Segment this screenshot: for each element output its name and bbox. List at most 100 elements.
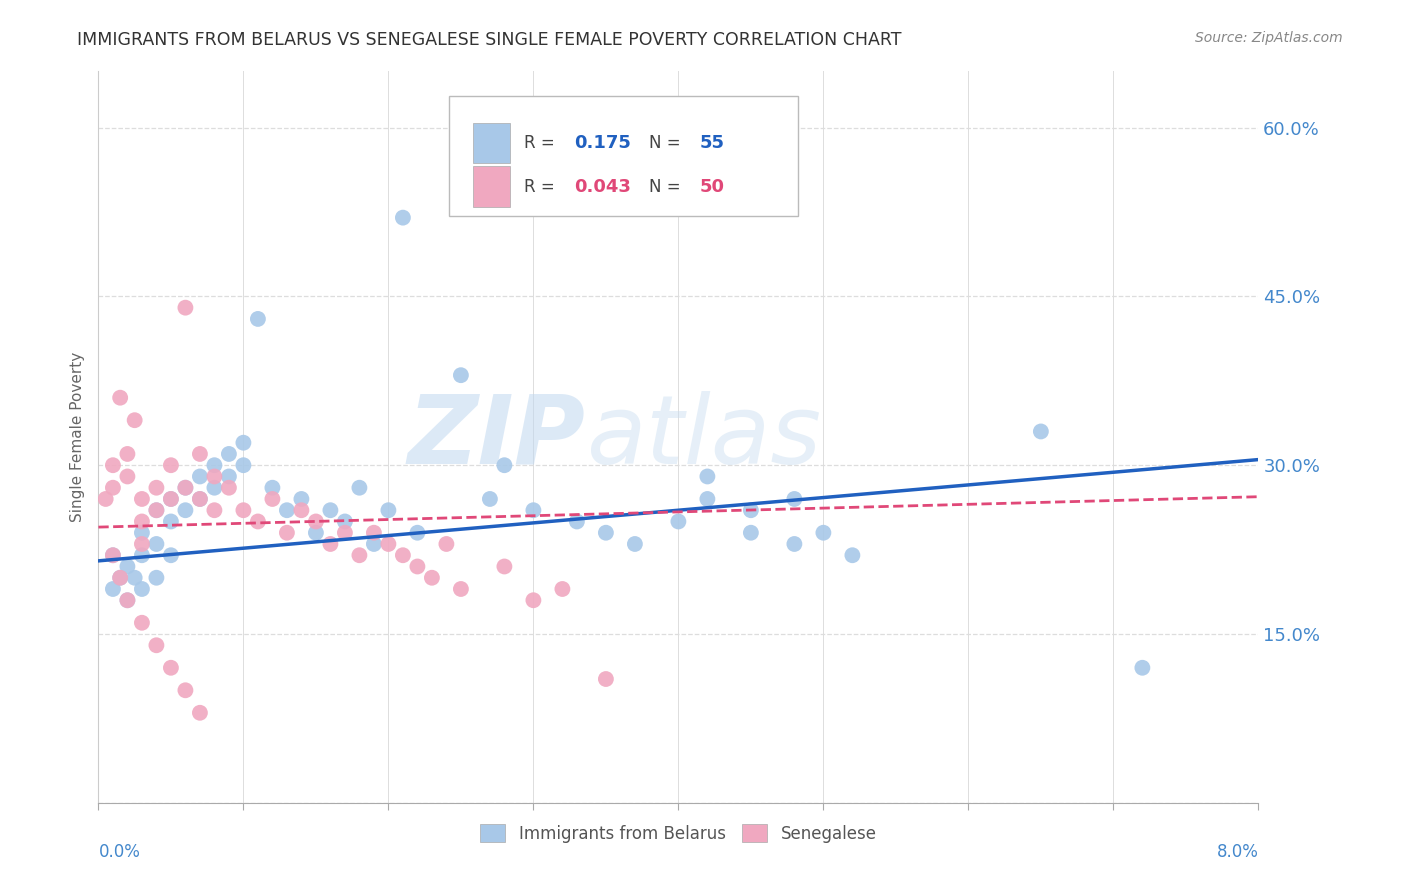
Point	[276, 503, 298, 517]
Point	[145, 571, 167, 585]
Point	[117, 593, 139, 607]
Point	[363, 537, 385, 551]
Point	[740, 503, 762, 517]
Point	[246, 312, 269, 326]
Point	[333, 525, 356, 540]
Text: Source: ZipAtlas.com: Source: ZipAtlas.com	[1195, 31, 1343, 45]
Point	[145, 503, 167, 517]
Point	[319, 537, 342, 551]
Point	[117, 559, 139, 574]
Point	[232, 503, 254, 517]
Point	[117, 447, 139, 461]
Point	[377, 503, 399, 517]
FancyBboxPatch shape	[472, 122, 510, 163]
Point	[174, 481, 197, 495]
Point	[188, 447, 211, 461]
Point	[232, 435, 254, 450]
Point	[108, 571, 131, 585]
Point	[101, 458, 124, 473]
FancyBboxPatch shape	[449, 96, 797, 216]
Point	[101, 582, 124, 596]
Point	[595, 525, 617, 540]
Point	[232, 458, 254, 473]
Point	[160, 491, 183, 506]
Text: IMMIGRANTS FROM BELARUS VS SENEGALESE SINGLE FEMALE POVERTY CORRELATION CHART: IMMIGRANTS FROM BELARUS VS SENEGALESE SI…	[77, 31, 901, 49]
Point	[349, 481, 371, 495]
Point	[494, 458, 516, 473]
Point	[522, 503, 544, 517]
Point	[450, 582, 472, 596]
Point	[204, 469, 226, 483]
Point	[813, 525, 835, 540]
Text: ZIP: ZIP	[408, 391, 585, 483]
Point	[188, 491, 211, 506]
Point	[218, 469, 240, 483]
Point	[160, 491, 183, 506]
Point	[436, 537, 458, 551]
Point	[363, 525, 385, 540]
Point	[319, 503, 342, 517]
Point	[305, 515, 328, 529]
Point	[290, 503, 312, 517]
Point	[696, 469, 718, 483]
Point	[246, 515, 269, 529]
Point	[740, 525, 762, 540]
Point	[131, 615, 153, 630]
Point	[108, 391, 131, 405]
Point	[131, 582, 153, 596]
Point	[392, 211, 415, 225]
Point	[595, 672, 617, 686]
Point	[174, 301, 197, 315]
Point	[131, 491, 153, 506]
Point	[305, 525, 328, 540]
Point	[783, 537, 806, 551]
Point	[666, 199, 689, 213]
Point	[406, 525, 429, 540]
FancyBboxPatch shape	[472, 167, 510, 207]
Point	[174, 683, 197, 698]
Point	[420, 571, 443, 585]
Point	[406, 559, 429, 574]
Point	[1130, 661, 1153, 675]
Point	[218, 447, 240, 461]
Point	[377, 537, 399, 551]
Text: 0.043: 0.043	[574, 178, 631, 196]
Point	[101, 548, 124, 562]
Point	[131, 515, 153, 529]
Point	[1029, 425, 1052, 439]
Point	[94, 491, 117, 506]
Point	[624, 537, 647, 551]
Point	[101, 481, 124, 495]
Point	[145, 537, 167, 551]
Point	[145, 503, 167, 517]
Legend: Immigrants from Belarus, Senegalese: Immigrants from Belarus, Senegalese	[474, 818, 883, 849]
Point	[841, 548, 863, 562]
Point	[494, 559, 516, 574]
Y-axis label: Single Female Poverty: Single Female Poverty	[70, 352, 86, 522]
Point	[551, 582, 574, 596]
Point	[262, 491, 284, 506]
Text: 8.0%: 8.0%	[1216, 843, 1258, 861]
Point	[333, 515, 356, 529]
Point	[188, 469, 211, 483]
Point	[160, 458, 183, 473]
Point	[160, 548, 183, 562]
Point	[218, 481, 240, 495]
Point	[160, 661, 183, 675]
Point	[696, 491, 718, 506]
Point	[204, 458, 226, 473]
Point	[783, 491, 806, 506]
Point	[565, 515, 588, 529]
Point	[188, 706, 211, 720]
Point	[174, 503, 197, 517]
Text: atlas: atlas	[585, 391, 821, 483]
Text: N =: N =	[650, 134, 686, 152]
Text: 50: 50	[699, 178, 724, 196]
Point	[145, 638, 167, 652]
Point	[204, 503, 226, 517]
Point	[349, 548, 371, 562]
Point	[145, 481, 167, 495]
Text: 0.175: 0.175	[574, 134, 631, 152]
Point	[522, 593, 544, 607]
Point	[124, 571, 146, 585]
